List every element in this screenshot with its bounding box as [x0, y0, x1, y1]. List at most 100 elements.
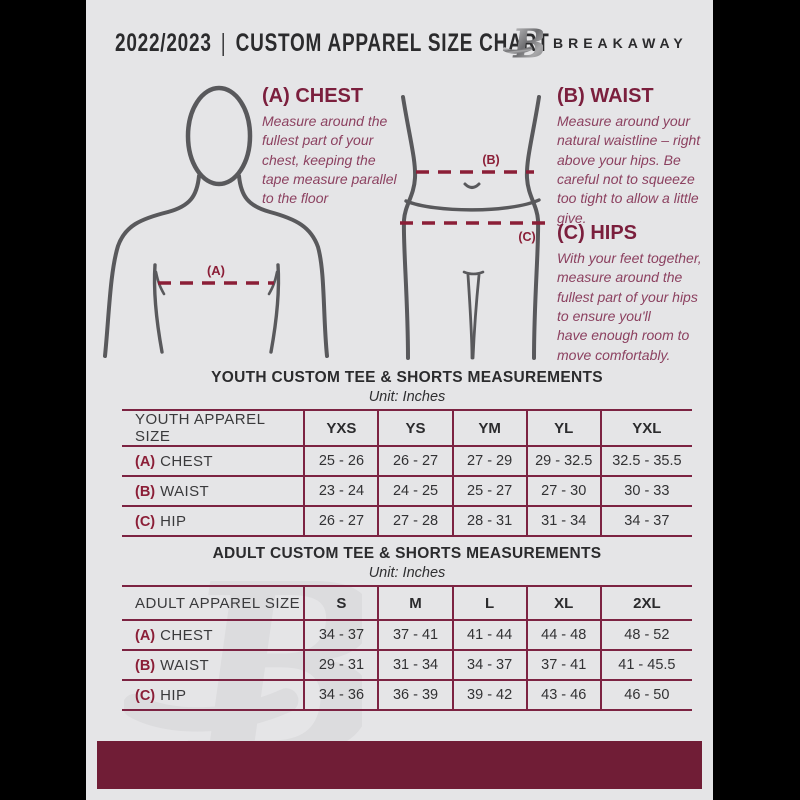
cell: 37 - 41	[377, 619, 453, 651]
cell: 28 - 31	[451, 505, 527, 537]
footer-bar	[97, 741, 702, 789]
brand-name: BREAKAWAY	[553, 35, 688, 51]
adult-section-title: ADULT CUSTOM TEE & SHORTS MEASUREMENTS	[212, 545, 602, 562]
column-header: YXL	[599, 409, 692, 447]
cell: 34 - 37	[303, 619, 379, 651]
column-header: S	[303, 585, 379, 621]
youth-section-title: YOUTH CUSTOM TEE & SHORTS MEASUREMENTS	[211, 369, 603, 386]
waist-marker-label: (B)	[482, 153, 499, 167]
cell: 24 - 25	[377, 475, 453, 507]
cell: 41 - 45.5	[599, 649, 692, 681]
cell: 41 - 44	[451, 619, 527, 651]
cell: 44 - 48	[525, 619, 601, 651]
row-label: HIP	[160, 512, 187, 530]
cell: 31 - 34	[525, 505, 601, 537]
adult-size-table: ADULT APPAREL SIZE S M L XL 2XL (A) CHEST…	[122, 585, 692, 711]
figure-left-inner-arm	[152, 263, 164, 354]
size-chart-page: B 2022/2023 | CUSTOM APPAREL SIZE CHART	[86, 0, 713, 800]
column-header: YM	[451, 409, 527, 447]
waist-description: Measure around your natural waistline – …	[557, 113, 701, 226]
row-marker: (C)	[135, 687, 156, 704]
table-row: (A) CHEST 34 - 37 37 - 41 41 - 44 44 - 48…	[122, 619, 692, 651]
figure-head	[185, 85, 253, 187]
row-marker: (A)	[135, 627, 156, 644]
row-label: WAIST	[160, 656, 210, 674]
row-label: HIP	[160, 686, 187, 704]
cell: 34 - 37	[599, 505, 692, 537]
chest-heading: (A) CHEST	[262, 85, 364, 107]
youth-size-table: YOUTH APPAREL SIZE YXS YS YM YL YXL (A) C…	[122, 409, 692, 537]
figure-left-inseam	[466, 273, 474, 360]
column-header: 2XL	[599, 585, 692, 621]
figure-right-shoulder-arm	[237, 174, 329, 358]
adult-table-container: ADULT APPAREL SIZE S M L XL 2XL (A) CHEST…	[122, 585, 692, 711]
cell: 32.5 - 35.5	[599, 445, 692, 477]
cell: 34 - 37	[451, 649, 527, 681]
row-label: CHEST	[160, 452, 213, 470]
cell: 37 - 41	[525, 649, 601, 681]
column-header: YXS	[303, 409, 379, 447]
hips-heading: (C) HIPS	[557, 222, 637, 244]
cell: 25 - 27	[451, 475, 527, 507]
row-label: CHEST	[160, 626, 213, 644]
youth-table-container: YOUTH APPAREL SIZE YXS YS YM YL YXL (A) C…	[122, 409, 692, 537]
cell: 29 - 32.5	[525, 445, 601, 477]
column-header: YOUTH APPAREL SIZE	[122, 409, 305, 447]
brand-lockup: B BREAKAWAY	[503, 21, 688, 65]
hips-marker-label: (C)	[518, 230, 535, 244]
cell: 34 - 36	[303, 679, 379, 711]
column-header: M	[377, 585, 453, 621]
cell: 39 - 42	[451, 679, 527, 711]
table-row: (B) WAIST 29 - 31 31 - 34 34 - 37 37 - 41…	[122, 649, 692, 681]
figure-left-torso-leg	[401, 95, 418, 360]
cell: 36 - 39	[377, 679, 453, 711]
cell: 26 - 27	[377, 445, 453, 477]
hips-description: With your feet together, measure around …	[557, 250, 702, 363]
row-label: WAIST	[160, 482, 210, 500]
figure-left-shoulder-arm	[103, 174, 201, 358]
header-title: CUSTOM APPAREL SIZE CHART	[235, 29, 550, 57]
row-marker: (B)	[135, 483, 156, 500]
cell: 23 - 24	[303, 475, 379, 507]
table-row: (C) HIP 34 - 36 36 - 39 39 - 42 43 - 46 4…	[122, 679, 692, 711]
row-marker: (A)	[135, 453, 156, 470]
page-title: 2022/2023 | CUSTOM APPAREL SIZE CHART	[115, 29, 687, 58]
figure-inseam-cap	[462, 270, 485, 276]
waist-heading: (B) WAIST	[557, 85, 654, 107]
header-separator: |	[220, 29, 227, 57]
column-header: L	[451, 585, 527, 621]
column-header: ADULT APPAREL SIZE	[122, 585, 305, 621]
column-header: XL	[525, 585, 601, 621]
cell: 30 - 33	[599, 475, 692, 507]
table-header-row: YOUTH APPAREL SIZE YXS YS YM YL YXL	[122, 409, 692, 447]
row-marker: (B)	[135, 657, 156, 674]
figure-right-inner-arm	[269, 263, 281, 354]
cell: 25 - 26	[303, 445, 379, 477]
cell: 27 - 28	[377, 505, 453, 537]
figure-hip-curve	[404, 198, 541, 212]
row-marker: (C)	[135, 513, 156, 530]
breakaway-b-logo-icon: B	[503, 21, 543, 65]
upper-body-figure: (A)	[103, 85, 329, 358]
column-header: YL	[525, 409, 601, 447]
youth-unit-label: Unit: Inches	[368, 389, 446, 405]
lower-body-figure: (B) (C)	[400, 95, 554, 360]
figure-right-torso-leg	[524, 95, 541, 360]
chest-marker-label: (A)	[207, 263, 225, 278]
cell: 48 - 52	[599, 619, 692, 651]
cell: 26 - 27	[303, 505, 379, 537]
cell: 27 - 29	[451, 445, 527, 477]
chest-description: Measure around the fullest part of your …	[262, 113, 397, 207]
cell: 29 - 31	[303, 649, 379, 681]
logo-slash	[503, 46, 533, 54]
header-year: 2022/2023	[115, 29, 212, 57]
column-header: YS	[377, 409, 453, 447]
cell: 31 - 34	[377, 649, 453, 681]
table-row: (A) CHEST 25 - 26 26 - 27 27 - 29 29 - 32…	[122, 445, 692, 477]
cell: 46 - 50	[599, 679, 692, 711]
table-header-row: ADULT APPAREL SIZE S M L XL 2XL	[122, 585, 692, 621]
adult-unit-label: Unit: Inches	[368, 565, 446, 581]
figure-right-inseam	[471, 273, 481, 360]
table-row: (C) HIP 26 - 27 27 - 28 28 - 31 31 - 34 3…	[122, 505, 692, 537]
